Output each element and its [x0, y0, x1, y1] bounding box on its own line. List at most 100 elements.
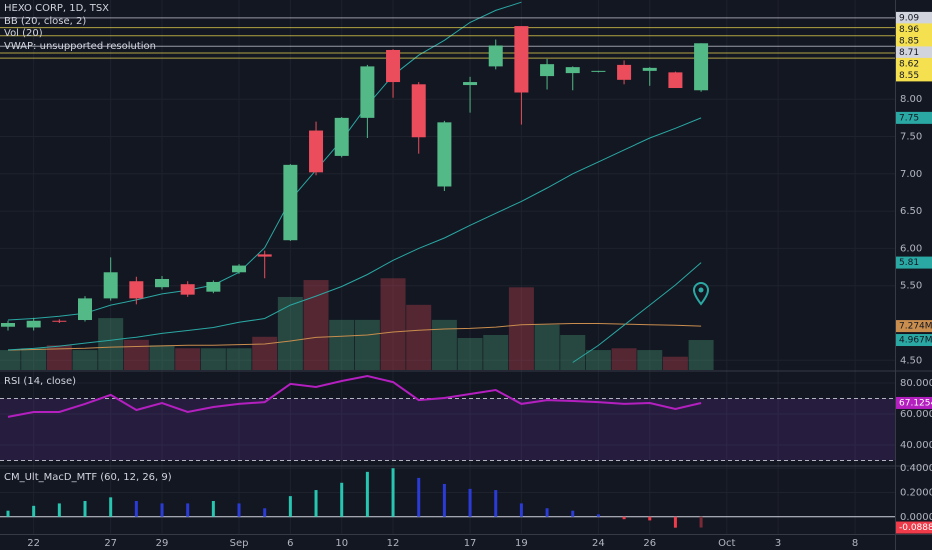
level-label: 8.62 [899, 59, 919, 69]
macd-pane [0, 468, 895, 528]
candle-body [386, 49, 401, 83]
price-label-box [896, 521, 932, 534]
y-tick-label: 0.0000 [900, 512, 932, 523]
volume-bar [252, 336, 278, 370]
level-label: 8.71 [899, 48, 919, 58]
macd-bar [571, 510, 575, 517]
price-label: 67.1254 [899, 398, 932, 408]
macd-bar [417, 477, 421, 517]
y-tick-label: 0.2000 [900, 487, 932, 498]
macd-title: CM_Ult_MacD_MTF (60, 12, 26, 9) [4, 472, 172, 483]
candle-body [488, 45, 503, 67]
candle-body [206, 281, 221, 292]
pin-icon [692, 282, 710, 306]
x-tick-label: 17 [464, 538, 477, 549]
y-tick-label: 40.0000 [900, 440, 932, 451]
y-tick-label: 60.0000 [900, 409, 932, 420]
volume-bar [585, 350, 611, 370]
macd-bar [32, 505, 36, 517]
bollinger-line [572, 262, 702, 363]
macd-bar [83, 500, 87, 517]
price-label: 7.75 [899, 113, 919, 123]
macd-bar [673, 516, 677, 528]
level-label-box [896, 46, 932, 59]
volume-bar [431, 319, 457, 370]
x-tick-label: 10 [335, 538, 348, 549]
indicator-label: Vol (20) [4, 28, 43, 39]
macd-bar [699, 516, 703, 528]
candle-body [232, 265, 247, 273]
macd-bar [160, 503, 164, 517]
y-tick-label: 7.00 [900, 169, 922, 180]
candle-body [694, 43, 709, 91]
volume-bar [534, 324, 560, 370]
candle-body [565, 67, 580, 74]
candle-body [257, 254, 272, 257]
candle-body [103, 272, 118, 299]
candle-body [155, 278, 170, 288]
price-label: 5.81 [899, 258, 919, 268]
volume-bar [0, 350, 21, 370]
y-tick-label: 4.50 [900, 355, 922, 366]
indicator-label: VWAP: unsupported resolution [4, 41, 156, 52]
volume-bar [21, 348, 47, 370]
macd-bar [237, 503, 241, 517]
level-label-box [896, 57, 932, 70]
macd-bar [545, 508, 549, 517]
macd-bar [596, 514, 600, 517]
price-label: 4.967M [899, 336, 932, 346]
macd-bar [57, 503, 61, 517]
y-tick-label: 8.00 [900, 94, 922, 105]
candle-body [617, 64, 632, 80]
y-tick-label: 0.4000 [900, 463, 932, 474]
volume-bar [200, 348, 226, 370]
volume-bar [611, 348, 637, 370]
x-tick-label: Sep [230, 538, 249, 549]
macd-bar [648, 516, 652, 521]
candle-body [540, 64, 555, 77]
volume-bar [662, 356, 688, 370]
volume-ma-line [7, 323, 702, 351]
price-pane [0, 1, 895, 370]
candle-body [283, 164, 298, 241]
volume-bar [98, 318, 124, 370]
macd-bar [211, 500, 215, 517]
level-label: 8.96 [899, 25, 919, 35]
candle-body [1, 323, 15, 327]
macd-bar [442, 483, 446, 517]
y-tick-label: 6.00 [900, 243, 922, 254]
x-tick-label: 8 [852, 538, 858, 549]
macd-bar [391, 468, 395, 517]
candle-body [668, 72, 683, 89]
level-label-box [896, 23, 932, 36]
y-tick-label: 6.50 [900, 206, 922, 217]
candle-body [591, 70, 606, 72]
candle-body [514, 26, 529, 93]
volume-bar [380, 278, 406, 370]
volume-bar [226, 348, 252, 370]
macd-bar [6, 510, 10, 517]
rsi-line [7, 374, 702, 418]
candle-body [411, 84, 426, 138]
candle-body [334, 117, 349, 156]
level-label: 9.09 [899, 13, 919, 23]
rsi-title: RSI (14, close) [4, 376, 76, 387]
volume-bar [560, 334, 586, 370]
volume-bar [175, 348, 201, 370]
level-label-box [896, 11, 932, 24]
macd-bar [365, 471, 369, 517]
volume-bar [123, 339, 149, 370]
candle-body [26, 320, 41, 328]
candle-body [52, 320, 67, 322]
macd-bar [109, 497, 113, 517]
volume-bar [277, 296, 303, 370]
x-tick-label: 19 [515, 538, 528, 549]
x-tick-label: 22 [27, 538, 40, 549]
x-tick-label: 27 [104, 538, 117, 549]
macd-bar [134, 500, 138, 517]
macd-bar [494, 490, 498, 517]
volume-bar [329, 319, 355, 370]
